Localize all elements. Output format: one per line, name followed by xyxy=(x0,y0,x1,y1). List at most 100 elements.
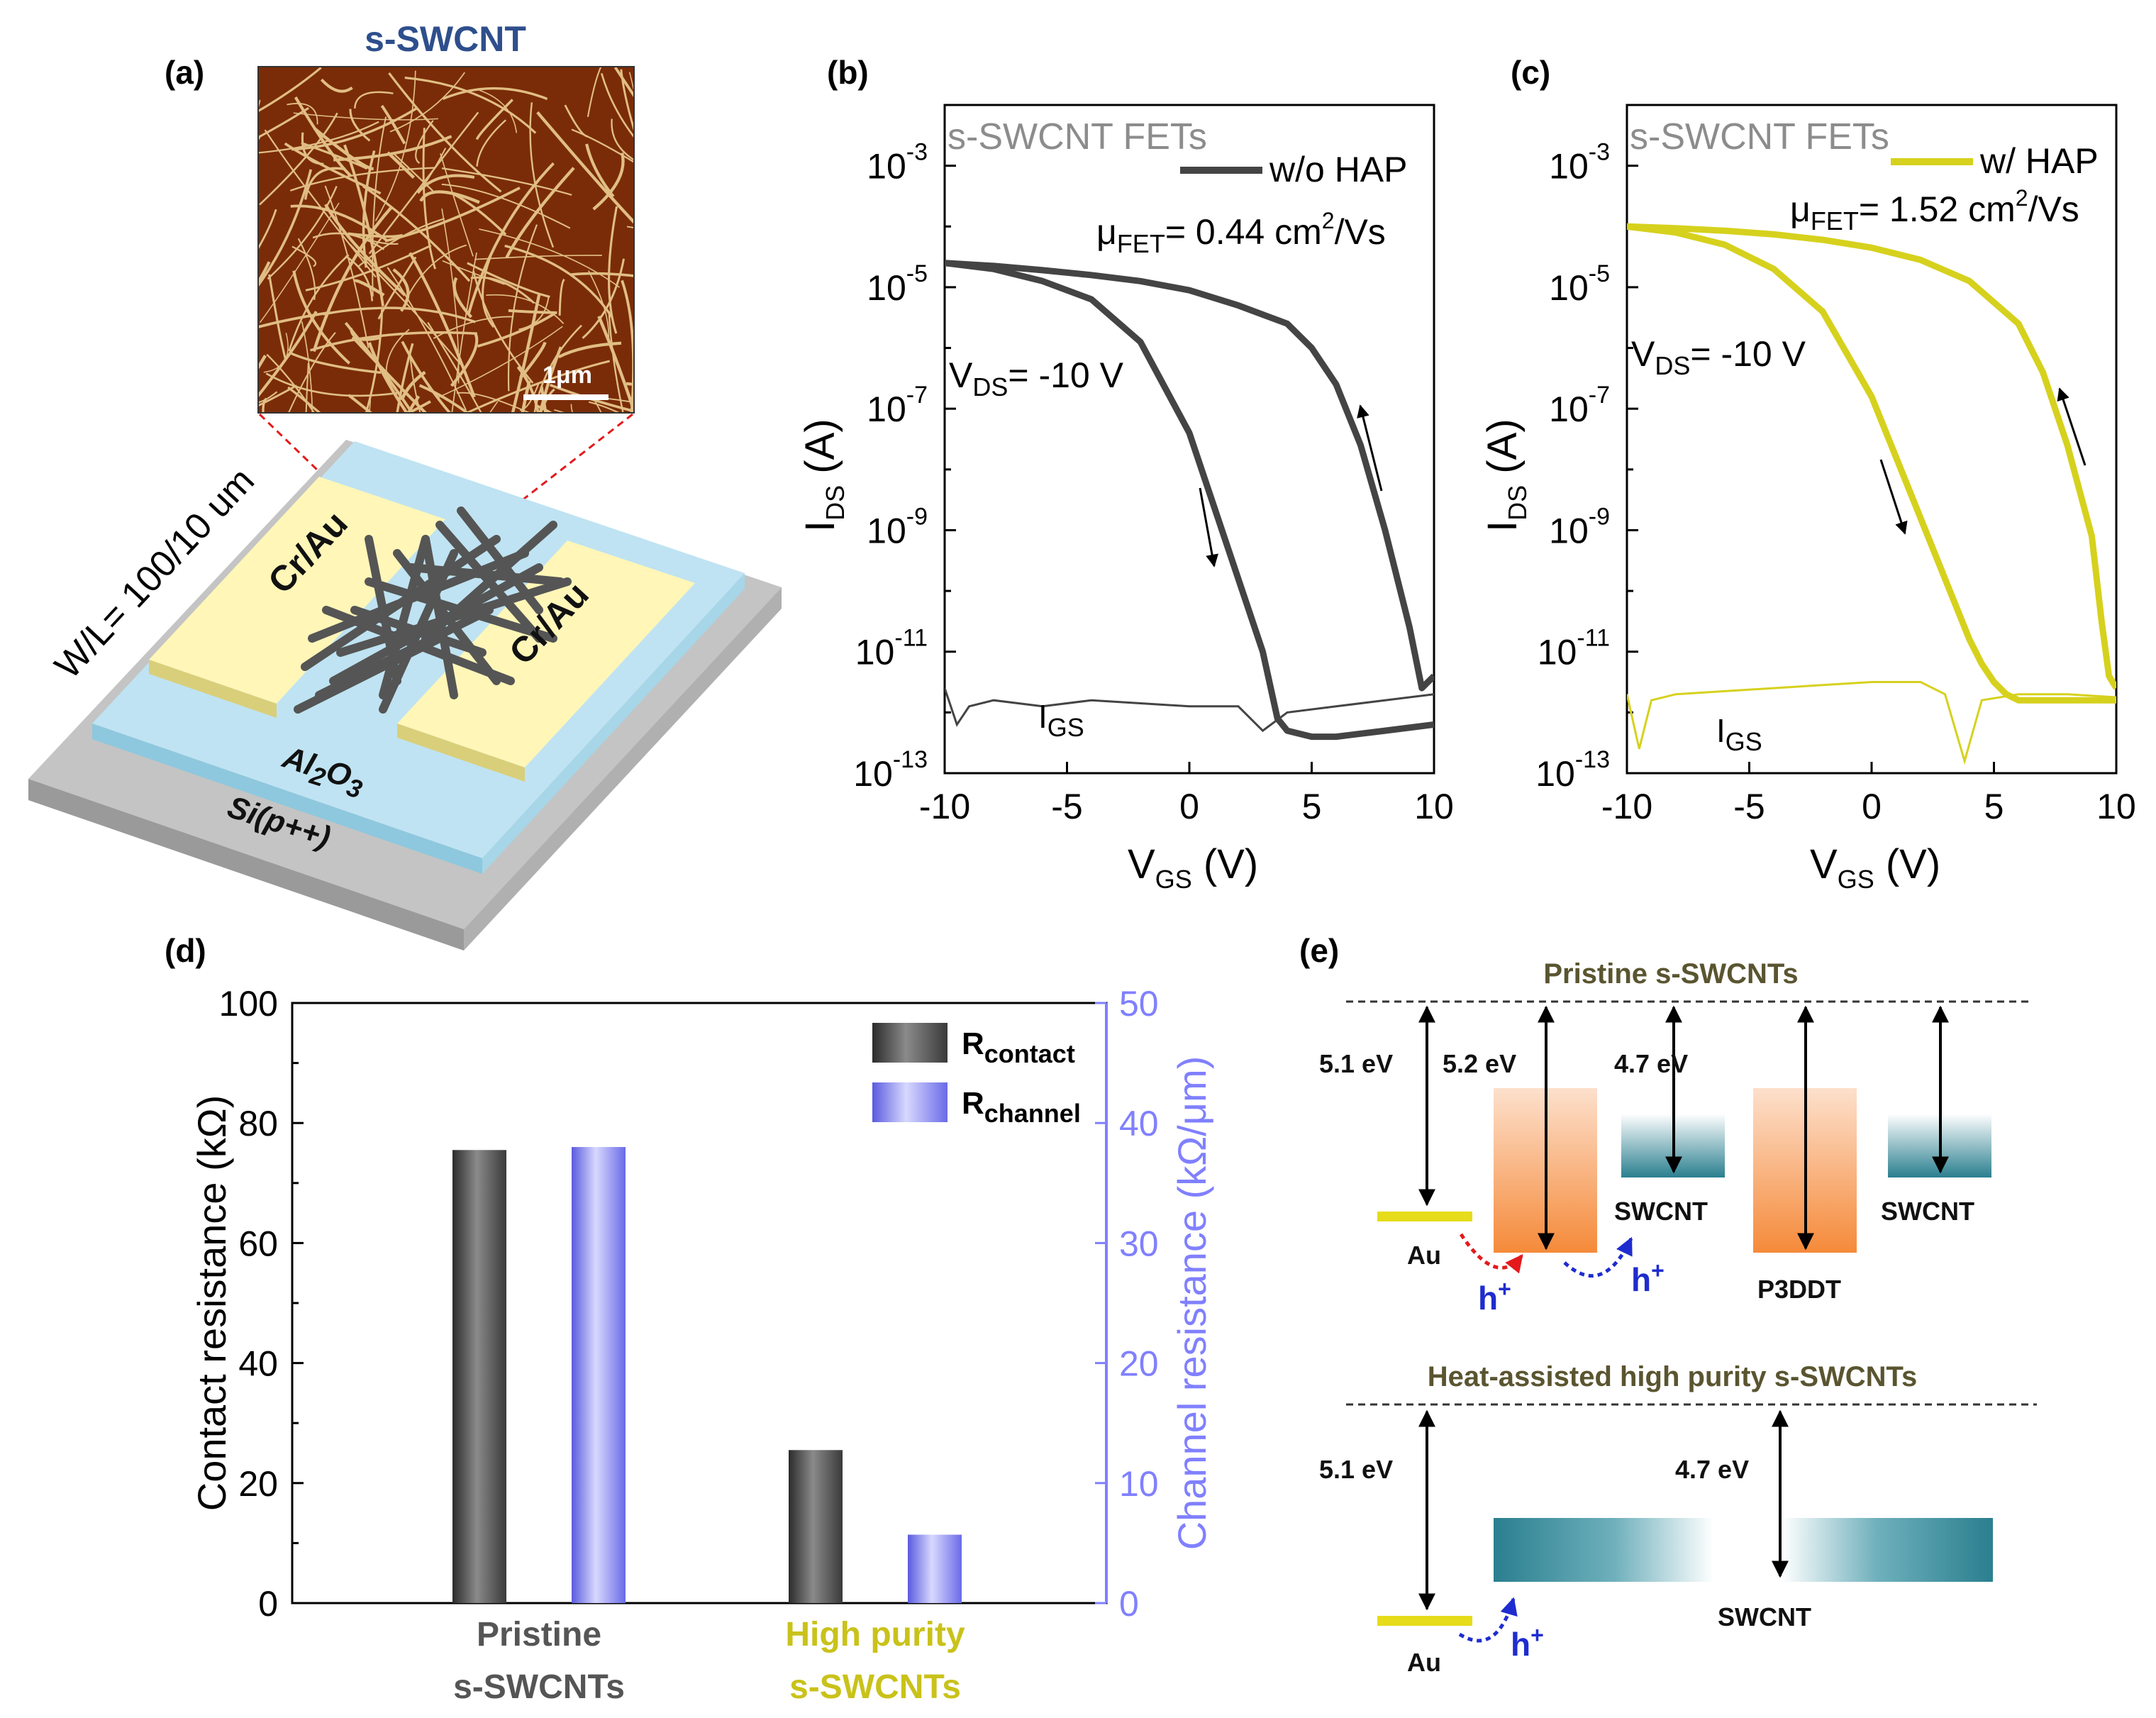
afm-fiber xyxy=(258,106,309,139)
b-ytick-label-1: 10-5 xyxy=(867,260,928,308)
d-bar-Rcontact-1 xyxy=(789,1450,843,1603)
afm-image xyxy=(258,67,634,413)
c-xtick-label-0: -10 xyxy=(1601,787,1652,826)
afm-fiber xyxy=(287,332,336,413)
afm-fiber xyxy=(354,91,394,109)
panel-e: (e) Pristine s-SWCNTs 5.1 eV Au 5.2 eV 4… xyxy=(1299,932,2037,1677)
afm-fiber xyxy=(600,73,634,139)
afm-fiber xyxy=(518,341,547,379)
panel-d-frame xyxy=(291,1002,1108,1605)
c-xtick-label-2: 0 xyxy=(1862,787,1882,826)
afm-fiber xyxy=(323,306,476,323)
afm-fiber xyxy=(436,326,563,399)
c-ytick-label-4: 10-11 xyxy=(1538,625,1610,672)
afm-fiber xyxy=(620,69,634,133)
e-p3ddt-label: P3DDT xyxy=(1757,1275,1841,1304)
afm-fiber xyxy=(367,342,409,413)
afm-fiber xyxy=(608,206,618,334)
c-ytick-label-3: 10-9 xyxy=(1549,503,1610,550)
d-cat1-line1: Pristine xyxy=(477,1616,601,1653)
afm-fiber xyxy=(284,142,382,195)
afm-fiber xyxy=(505,167,575,259)
afm-fiber xyxy=(558,278,565,316)
afm-fiber xyxy=(626,382,634,387)
b-igs-curve xyxy=(945,687,1434,733)
d-y2tick-label-4: 40 xyxy=(1119,1104,1159,1143)
afm-fiber xyxy=(291,107,418,151)
c-legend-label: w/ HAP xyxy=(1979,141,2099,181)
c-title: s-SWCNT FETs xyxy=(1630,116,1889,157)
afm-fiber xyxy=(294,96,352,177)
afm-fiber xyxy=(268,274,287,361)
b-legend-label: w/o HAP xyxy=(1269,150,1408,189)
afm-fiber xyxy=(442,87,548,101)
e-swcnt-band-left xyxy=(1494,1518,1713,1582)
panel-d-label: (d) xyxy=(165,932,206,969)
scalebar-label: 1μm xyxy=(543,362,592,389)
afm-fiber xyxy=(304,167,345,200)
afm-fiber xyxy=(464,360,610,413)
b-xtick-label-3: 5 xyxy=(1302,787,1322,826)
c-igs-label: IGS xyxy=(1716,712,1762,756)
afm-fiber xyxy=(571,128,634,163)
c-reverse-curve xyxy=(1627,223,2116,690)
afm-fiber xyxy=(312,205,394,353)
e-p3ddt-energy: 5.2 eV xyxy=(1443,1049,1516,1078)
afm-fiber xyxy=(392,268,410,312)
afm-fiber xyxy=(368,111,479,255)
panel-c-label: (c) xyxy=(1511,54,1550,91)
afm-fiber xyxy=(476,119,506,167)
afm-fiber xyxy=(538,346,562,413)
afm-fiber xyxy=(267,186,338,280)
d-y2tick-label-3: 30 xyxy=(1119,1224,1159,1263)
afm-fiber xyxy=(349,109,371,142)
panel-b: (b) 10-3 10-5 10-7 10-9 10-11 10-13 -10 -5 0 5 10… xyxy=(797,54,1454,894)
e-au-label: Au xyxy=(1407,1241,1441,1270)
afm-fiber xyxy=(258,311,330,329)
afm-fiber xyxy=(442,260,505,285)
c-xtick-label-1: -5 xyxy=(1733,787,1765,826)
d-cat1-line2: s-SWCNTs xyxy=(453,1668,625,1706)
b-ytick-label-4: 10-11 xyxy=(855,625,928,672)
afm-fiber xyxy=(292,270,350,365)
c-xtick-label-4: 10 xyxy=(2096,787,2136,826)
d-legend-contact: Rcontact xyxy=(962,1026,1075,1068)
afm-fiber xyxy=(409,351,421,413)
c-x-axis-title: VGS (V) xyxy=(1810,841,1940,894)
afm-fiber xyxy=(587,67,602,117)
afm-fiber xyxy=(258,99,261,110)
d-bar-Rchannel-1 xyxy=(908,1534,962,1603)
afm-fiber xyxy=(372,116,387,297)
afm-fiber xyxy=(475,99,513,140)
d-ytick-label-1: 20 xyxy=(238,1464,278,1504)
afm-fiber xyxy=(258,67,322,113)
afm-fiber xyxy=(287,103,318,125)
cnt-stick xyxy=(421,521,557,643)
d-legend-swatch-channel xyxy=(872,1082,948,1122)
b-xtick-label-2: 0 xyxy=(1179,787,1199,826)
afm-fiber xyxy=(592,153,625,211)
afm-fiber xyxy=(263,333,289,373)
c-ytick-label-5: 10-13 xyxy=(1535,746,1610,794)
e-au-energy-bottom: 5.1 eV xyxy=(1319,1455,1393,1484)
afm-fiber xyxy=(570,272,634,277)
afm-fiber xyxy=(305,362,309,413)
b-reverse-curve xyxy=(945,260,1434,692)
afm-fiber xyxy=(266,353,316,413)
afm-fiber xyxy=(349,327,381,341)
e-hole-arrow-au-p3ddt xyxy=(1459,1233,1523,1274)
c-ytick-label-2: 10-7 xyxy=(1549,382,1610,429)
afm-fiber xyxy=(351,336,428,413)
afm-fiber xyxy=(265,372,398,397)
afm-fiber xyxy=(534,404,554,413)
afm-fiber xyxy=(258,391,278,404)
afm-fiber xyxy=(529,102,555,248)
afm-fiber xyxy=(467,262,550,299)
b-ytick-label-0: 10-3 xyxy=(867,139,928,187)
afm-fiber xyxy=(427,321,482,413)
c-forward-curve xyxy=(1627,223,2116,704)
afm-fiber xyxy=(474,255,602,260)
afm-fiber xyxy=(549,383,634,413)
afm-fiber xyxy=(320,78,353,93)
afm-fiber xyxy=(588,401,621,413)
